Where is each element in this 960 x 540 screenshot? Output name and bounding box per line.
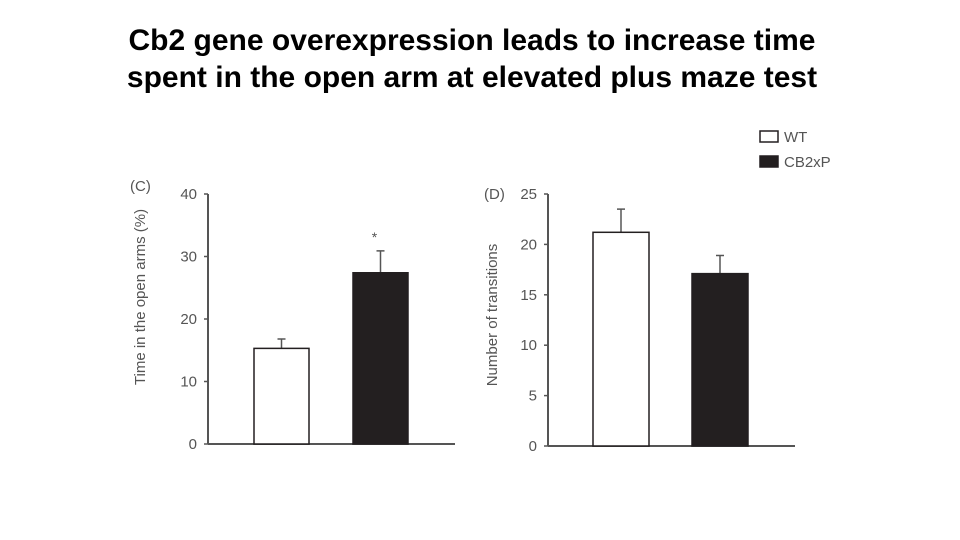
title-line-1: Cb2 gene overexpression leads to increas… [128,24,816,57]
chart-c-y-tick-label: 0 [189,436,197,453]
chart-d-bar-cb2xp [691,272,749,447]
chart-c-y-tick-label: 20 [180,311,197,328]
chart-d-y-axis-title: Number of transitions [484,244,501,387]
chart-d-y-tick-label: 15 [520,287,537,304]
legend: WT CB2xP [759,129,831,171]
slide-title: Cb2 gene overexpression leads to increas… [0,22,944,96]
chart-d-y-tick-label: 0 [529,438,537,455]
chart-d-y-tick-label: 20 [520,236,537,253]
legend-swatch-cb2xp [759,155,779,168]
chart-c-y-tick-label: 40 [180,186,197,203]
chart-c-y-tick-label: 10 [180,374,197,391]
chart-d-y-tick-label: 5 [529,388,537,405]
chart-c-bar-cb2xp [352,272,409,445]
chart-d-y-tick-label: 10 [520,337,537,354]
legend-label-cb2xp: CB2xP [784,154,831,171]
chart-c-y-axis-title: Time in the open arms (%) [132,209,149,385]
chart-c-panel-label: (C) [130,178,151,195]
legend-label-wt: WT [784,129,807,146]
legend-swatch-wt [759,130,779,143]
chart-d-bar-wt [592,231,650,447]
chart-c-bar-wt [253,347,310,445]
chart-d-y-tick-label: 25 [520,186,537,203]
chart-d-panel-label: (D) [484,186,505,203]
title-line-2: spent in the open arm at elevated plus m… [126,61,818,94]
chart-c-significance-marker: * [372,229,378,245]
chart-c-y-tick-label: 30 [180,249,197,266]
